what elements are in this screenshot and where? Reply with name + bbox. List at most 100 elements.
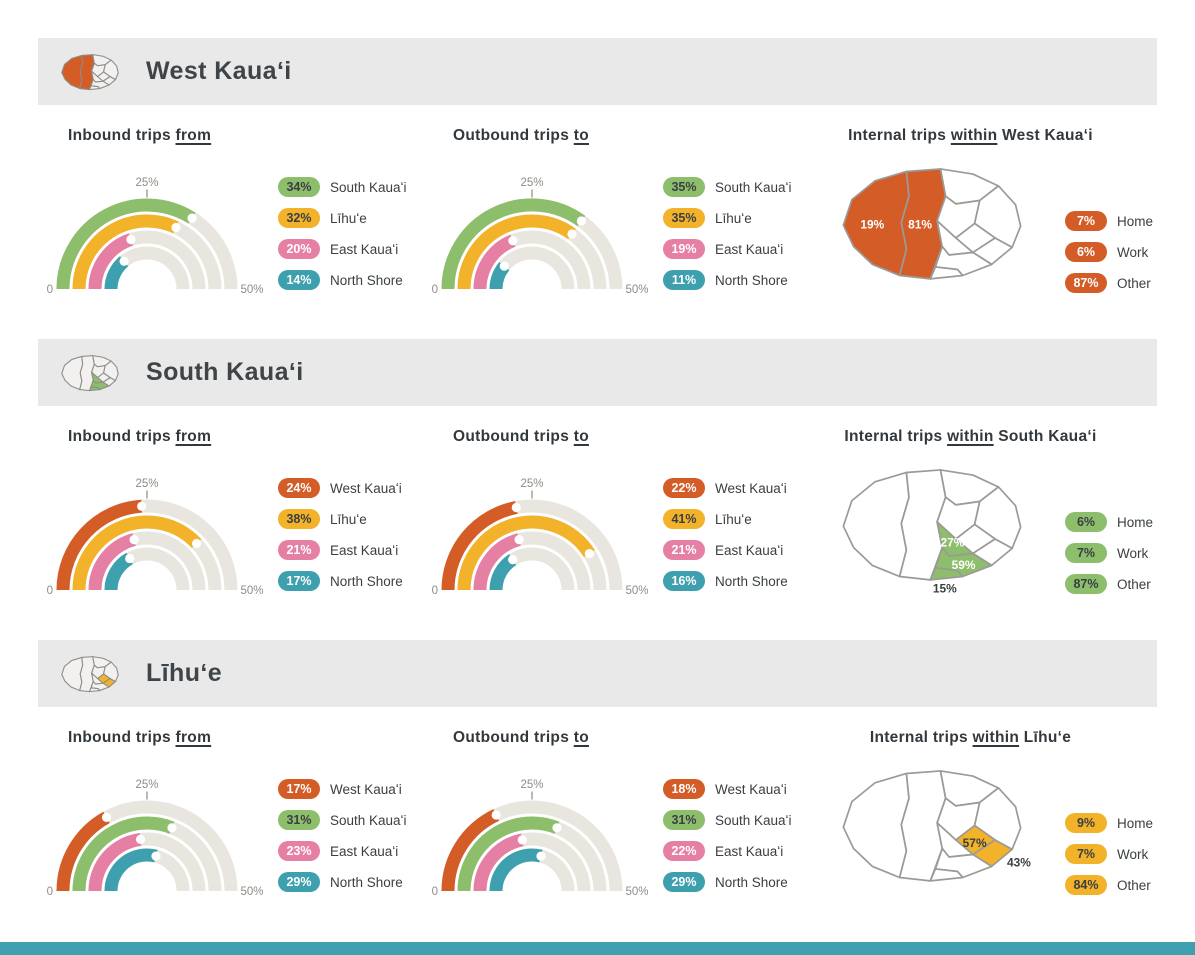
gauge-arc [489,554,517,591]
legend-label: South Kauaʻi [330,179,407,195]
legend-label: Home [1117,213,1154,229]
outbound-heading: Outbound trips to [453,127,808,145]
gauge-arc-endpoint [129,535,139,545]
legend-label: West Kauaʻi [715,480,787,496]
legend-value-pill: 9% [1065,813,1107,833]
half-donut-gauge: 25% 0 50% [47,779,264,898]
legend-label: West Kauaʻi [330,480,402,496]
gauge-arc [441,198,586,290]
internal-trips-block: Internal trips within West Kauaʻi 19% 81%… [808,127,1157,307]
legend-value-pill: 31% [278,810,320,830]
chart-legend: 35% South Kauaʻi 35% Līhuʻe 19% East Kauaʻi 11… [663,177,792,290]
half-donut-gauge: 25% 0 50% [432,478,649,597]
gauge-arc-endpoint [137,501,147,511]
chart-legend: 24% West Kauaʻi 38% Līhuʻe 21% East Kauaʻi 17%… [278,478,403,591]
gauge-min-label: 0 [47,886,53,898]
legend-value-pill: 19% [663,239,705,259]
gauge-arc-endpoint [119,256,129,266]
legend-item: 18% West Kauaʻi [663,779,792,799]
section-header: South Kauaʻi [38,339,1157,406]
legend-label: East Kauaʻi [715,241,784,257]
heading-text: Internal trips [869,729,973,746]
chart-row: 19% 81% 7% Home 6% Work 87% Other [808,157,1157,299]
legend-item: 35% Līhuʻe [663,208,792,228]
gauge-arc-endpoint [151,851,161,861]
legend-label: Work [1117,244,1149,260]
legend-label: South Kauaʻi [330,812,407,828]
gauge-chart: 25% 0 50% [40,777,272,909]
kauai-map-icon [60,53,120,91]
gauge-arc-endpoint [126,234,136,245]
map-area-label: 43% [1007,855,1031,869]
district-W1 [61,656,84,691]
gauge-mid-label: 25% [520,779,543,791]
legend-item: 16% North Shore [663,571,788,591]
legend-item: 19% East Kauaʻi [663,239,792,259]
legend-value-pill: 17% [278,571,320,591]
chart-legend: 34% South Kauaʻi 32% Līhuʻe 20% East Kauaʻi 14… [278,177,407,290]
gauge-arc [441,809,500,892]
map-area-label: 81% [908,218,932,232]
legend-item: 17% West Kauaʻi [278,779,407,799]
inbound-heading: Inbound trips from [68,428,425,446]
legend-value-pill: 11% [663,270,705,290]
district-W1 [61,355,84,390]
gauge-max-label: 50% [626,284,649,296]
legend-item: 9% Home [1065,813,1153,833]
legend-value-pill: 6% [1065,242,1107,262]
heading-text: West Kauaʻi [997,127,1093,144]
heading-text: Līhuʻe [1019,729,1072,746]
legend-label: Other [1117,275,1151,291]
heading-emphasis: to [573,729,589,746]
gauge-mid-label: 25% [520,478,543,490]
legend-item: 31% South Kauaʻi [278,810,407,830]
legend-label: Līhuʻe [330,210,367,226]
legend-value-pill: 14% [278,270,320,290]
section-lihue: Līhuʻe Inbound trips from 25% 0 50% 17% Wes… [38,640,1157,941]
chart-row: 25% 0 50% 24% West Kauaʻi 38% Līhuʻe 21% East K… [40,476,425,608]
internal-trips-block: Internal trips within South Kauaʻi 27% 59… [808,428,1157,608]
gauge-arc-endpoint [192,538,202,549]
gauge-min-label: 0 [47,585,53,597]
legend-value-pill: 20% [278,239,320,259]
heading-emphasis: from [175,428,212,445]
heading-text: Inbound trips [68,127,176,144]
heading-text: Inbound trips [68,729,176,746]
legend-label: North Shore [330,573,403,589]
legend-item: 24% West Kauaʻi [278,478,403,498]
legend-value-pill: 84% [1065,875,1107,895]
gauge-arc [457,816,560,892]
chart-legend: 17% West Kauaʻi 31% South Kauaʻi 23% East Kau… [278,779,407,892]
legend-value-pill: 22% [663,478,705,498]
legend-item: 34% South Kauaʻi [278,177,407,197]
outbound-chart-block: Outbound trips to 25% 0 50% 22% West Kauaʻi… [425,428,808,608]
internal-trips-map: 57% 43% [828,759,1036,901]
map-area-label: 19% [860,218,884,232]
legend-value-pill: 38% [278,509,320,529]
legend-label: North Shore [715,874,788,890]
gauge-mid-label: 25% [520,177,543,189]
district-S3 [88,84,101,90]
gauge-arc [72,214,179,290]
map-area-label: 59% [952,558,976,572]
inbound-chart-block: Inbound trips from 25% 0 50% 24% West Kauaʻ… [38,428,425,608]
heading-text: Internal trips [848,127,951,144]
gauge-arc-endpoint [567,229,577,239]
half-donut-gauge: 25% 0 50% [432,779,649,898]
gauge-arc-endpoint [499,261,509,271]
section-south-kauai: South Kauaʻi Inbound trips from 25% 0 50% … [38,339,1157,640]
gauge-arc-endpoint [552,823,562,833]
chart-row: 25% 0 50% 22% West Kauaʻi 41% Līhuʻe 21% East K… [425,476,808,608]
gauge-arc-endpoint [187,213,197,223]
heading-text: Outbound trips [453,127,574,144]
legend-item: 22% East Kauaʻi [663,841,792,861]
gauge-min-label: 0 [47,284,53,296]
heading-emphasis: to [573,127,589,144]
gauge-arc [56,811,110,892]
kauai-districts-map [61,354,119,391]
legend-value-pill: 35% [663,208,705,228]
legend-item: 84% Other [1065,875,1153,895]
legend-value-pill: 34% [278,177,320,197]
section-title: West Kauaʻi [146,57,292,85]
